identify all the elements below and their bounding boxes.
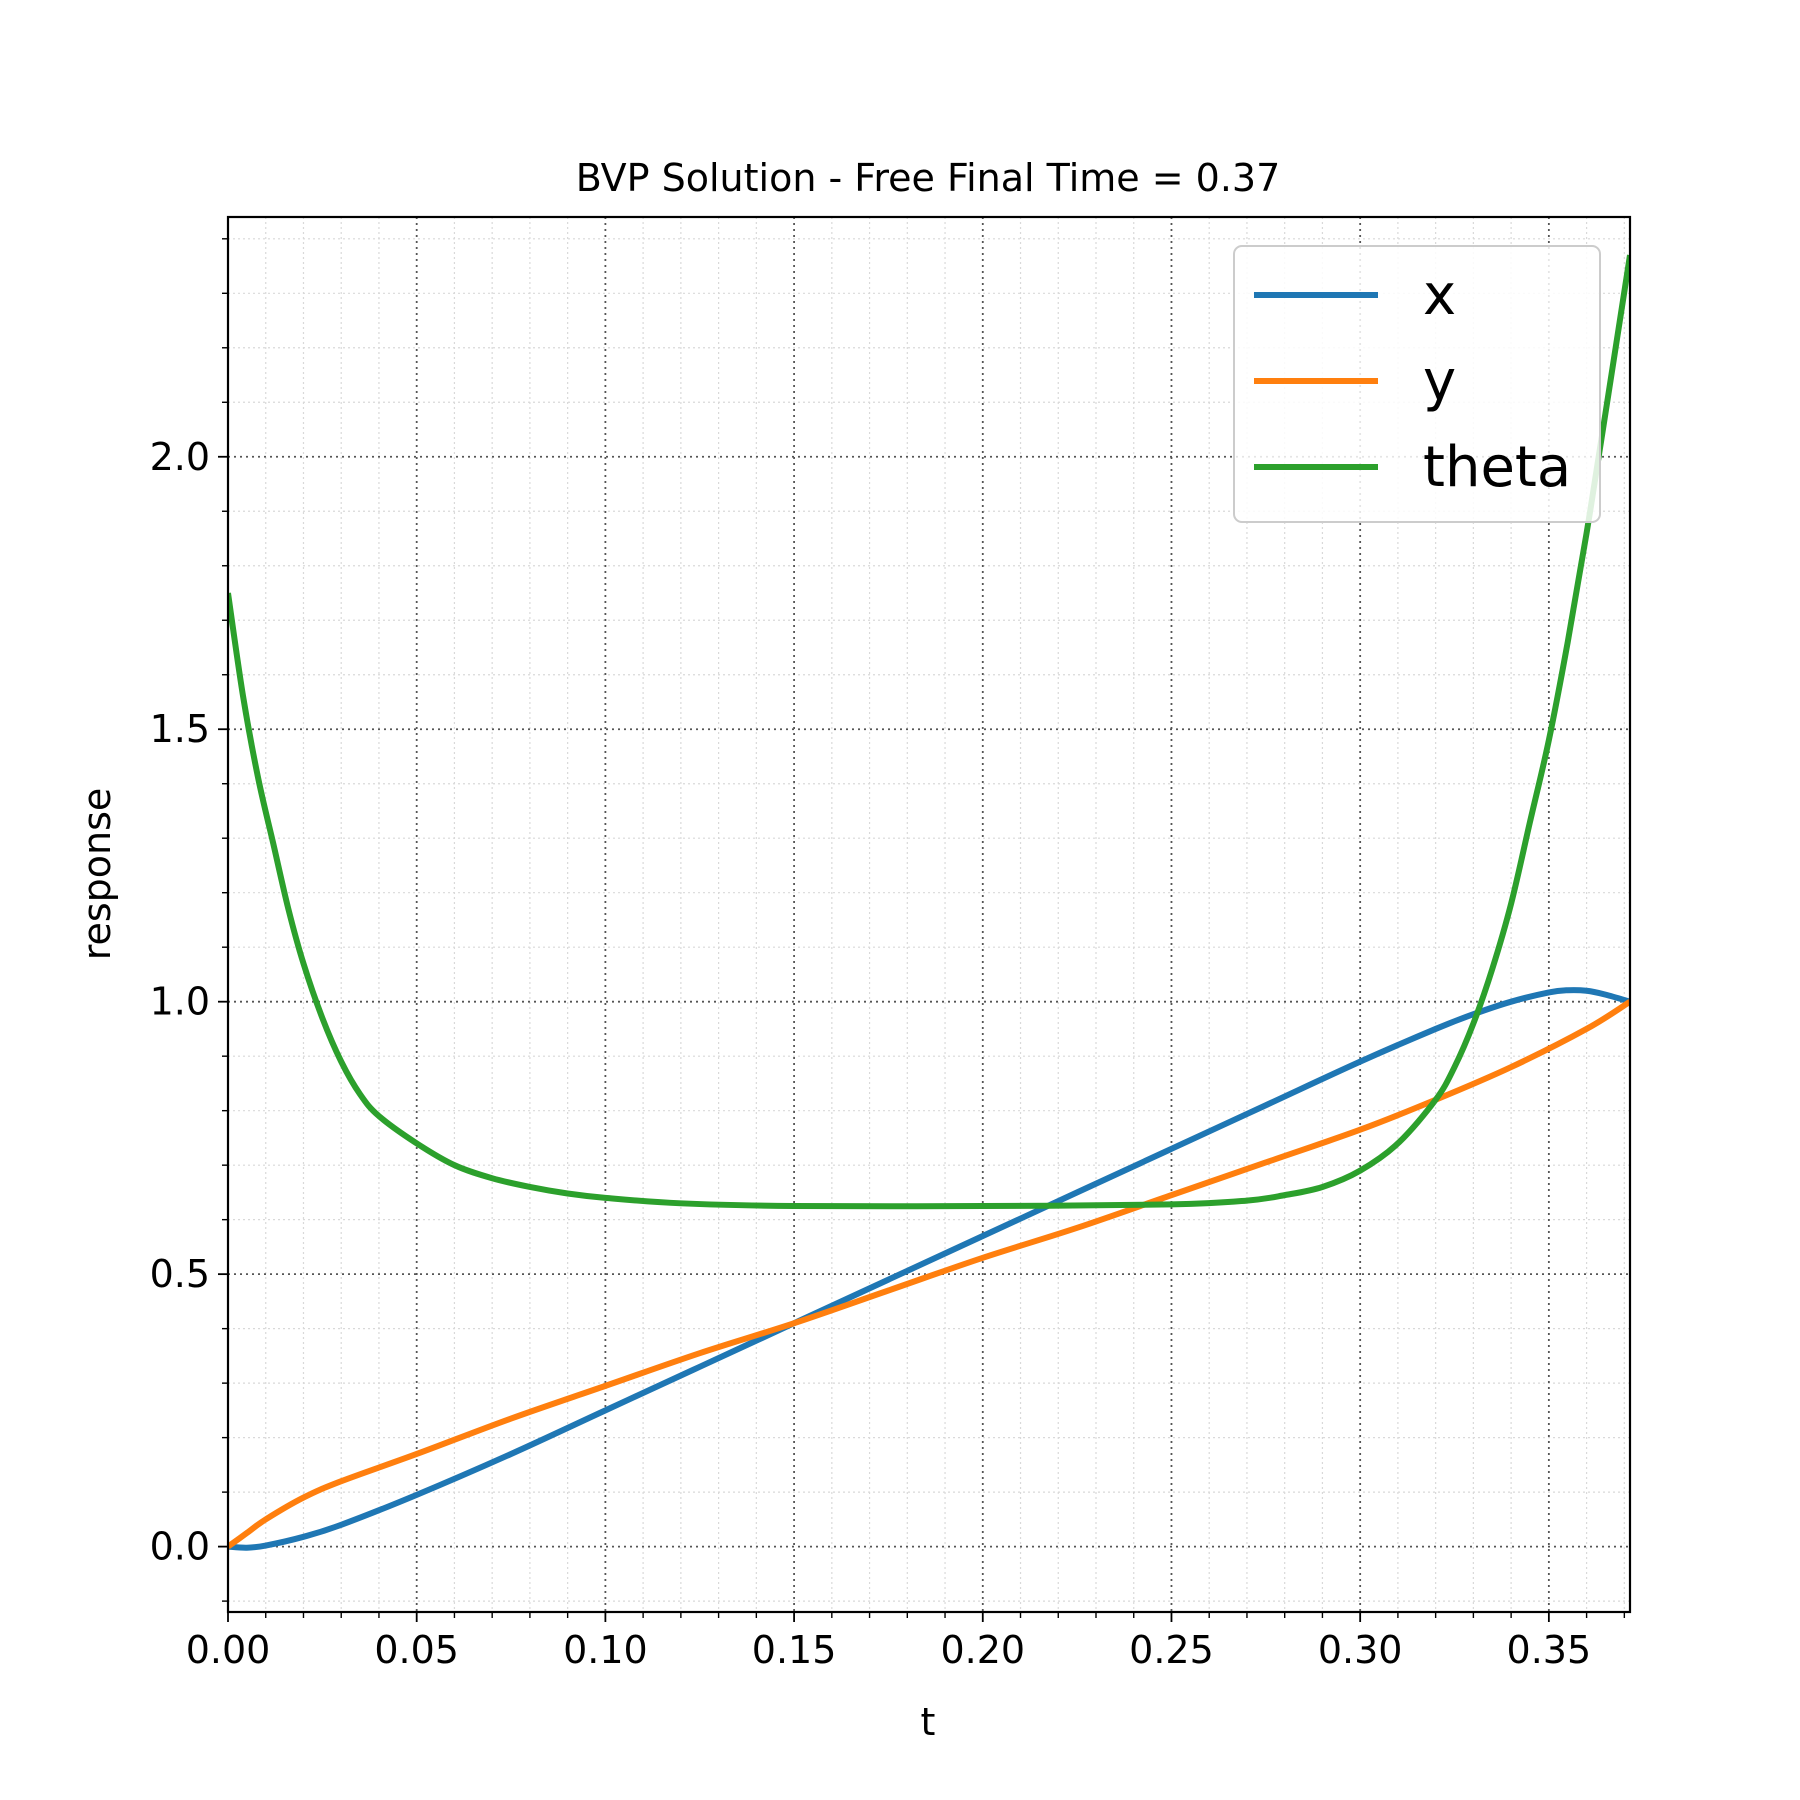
x-tick-label: 0.30 (1318, 1628, 1403, 1672)
y-tick-label: 0.0 (150, 1525, 210, 1569)
series-line-x (228, 987, 1630, 1551)
legend-entry-x: x (1254, 263, 1456, 328)
legend-label-theta: theta (1423, 435, 1571, 500)
legend: x y theta (1233, 245, 1601, 523)
series-line-y (228, 999, 1630, 1550)
x-tick-label: 0.15 (752, 1628, 837, 1672)
y-tick-label: 2.0 (150, 435, 210, 479)
y-tick-label: 1.0 (150, 980, 210, 1024)
x-tick-label: 0.10 (563, 1628, 648, 1672)
y-tick-label: 1.5 (150, 707, 210, 751)
minor-grid (228, 217, 1630, 1612)
x-tick-label: 0.35 (1507, 1628, 1592, 1672)
legend-label-x: x (1423, 263, 1456, 328)
series-line-theta (228, 254, 1630, 1210)
chart-title: BVP Solution - Free Final Time = 0.37 (576, 156, 1281, 200)
plot-frame (226, 215, 1632, 1614)
x-axis-label: t (921, 1700, 936, 1744)
x-tick-label: 0.25 (1129, 1628, 1214, 1672)
legend-entry-theta: theta (1254, 435, 1571, 500)
x-tick-label: 0.00 (186, 1628, 271, 1672)
series-layer (228, 254, 1630, 1551)
legend-entry-y: y (1254, 349, 1456, 414)
y-tick-label: 0.5 (150, 1252, 210, 1296)
y-axis-label: response (75, 788, 119, 961)
axis-ticks: 0.00 0.05 0.10 0.15 0.20 0.25 0.30 0.35 0.0 0.5 1.… (150, 238, 1626, 1672)
legend-label-y: y (1423, 349, 1456, 414)
legend-box (1233, 245, 1601, 523)
x-tick-label: 0.20 (940, 1628, 1025, 1672)
x-tick-label: 0.05 (374, 1628, 459, 1672)
